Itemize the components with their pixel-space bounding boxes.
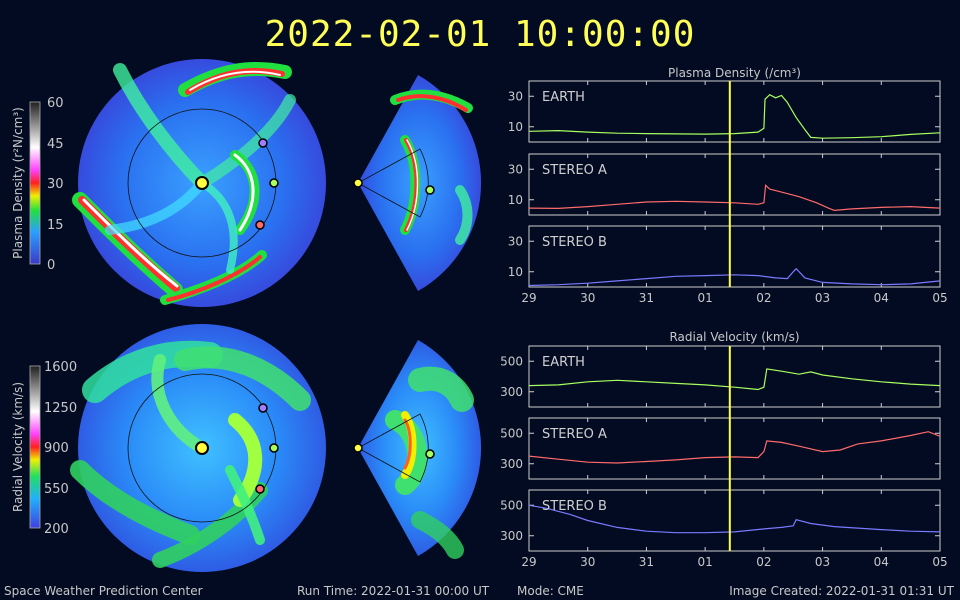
panel-frame xyxy=(528,417,941,480)
velocity-tick: 1600 xyxy=(44,360,77,375)
footer-mode: Mode: CME xyxy=(517,584,584,598)
x-tick-label: 04 xyxy=(874,291,889,305)
x-tick-label: 05 xyxy=(932,291,947,305)
y-tick-label: 10 xyxy=(508,265,523,279)
x-tick-label: 29 xyxy=(521,555,536,569)
y-tick-label: 500 xyxy=(500,354,523,368)
x-tick-label: 01 xyxy=(698,291,713,305)
chart-title: Radial Velocity (km/s) xyxy=(669,330,799,344)
velocity-meridional-view xyxy=(353,340,482,559)
earth-marker xyxy=(425,449,435,459)
series-name-label: EARTH xyxy=(542,90,585,105)
y-tick-label: 30 xyxy=(508,89,523,103)
velocity-tick: 900 xyxy=(44,441,69,456)
x-tick-label: 03 xyxy=(815,555,830,569)
x-tick-label: 03 xyxy=(815,291,830,305)
y-tick-label: 10 xyxy=(508,120,523,134)
velocity-colorbar: 1600 1250 900 550 200 Radial Velocity (k… xyxy=(11,360,77,537)
velocity-tick: 1250 xyxy=(44,401,77,416)
series-name-label: STEREO A xyxy=(542,163,607,178)
x-tick-label: 02 xyxy=(756,291,771,305)
x-tick-label: 31 xyxy=(639,555,654,569)
footer-run-time: Run Time: 2022-01-31 00:00 UT xyxy=(297,584,490,598)
series-name-label: STEREO B xyxy=(542,499,607,514)
series-name-label: STEREO A xyxy=(542,427,607,442)
series-name-label: EARTH xyxy=(542,355,585,370)
panel-frame xyxy=(528,225,941,288)
y-tick-label: 300 xyxy=(500,529,523,543)
chart-title: Plasma Density (/cm³) xyxy=(668,66,801,80)
panel-frame xyxy=(528,80,941,143)
sun-marker xyxy=(353,178,363,188)
y-tick-label: 30 xyxy=(508,234,523,248)
y-tick-label: 500 xyxy=(500,426,523,440)
y-tick-label: 500 xyxy=(500,498,523,512)
time-series-charts: Plasma Density (/cm³) 10 30 EARTH 10 30 STEREO… xyxy=(500,66,948,569)
series-line-earth xyxy=(528,368,941,391)
page-title: 2022-02-01 10:00:00 xyxy=(264,14,696,55)
density-tick: 60 xyxy=(47,96,64,111)
earth-marker xyxy=(269,443,279,453)
panel-frame xyxy=(528,489,941,552)
y-tick-label: 300 xyxy=(500,457,523,471)
footer-org: Space Weather Prediction Center xyxy=(4,584,203,598)
x-tick-label: 30 xyxy=(580,555,595,569)
density-tick: 45 xyxy=(47,137,64,152)
velocity-tick: 550 xyxy=(44,482,69,497)
x-tick-label: 05 xyxy=(932,555,947,569)
panel-frame xyxy=(528,345,941,408)
series-name-label: STEREO B xyxy=(542,235,607,250)
series-line-stereo-b xyxy=(528,504,941,534)
y-tick-label: 10 xyxy=(508,193,523,207)
stereo-a-marker xyxy=(258,403,268,413)
velocity-ecliptic-view xyxy=(70,324,326,572)
density-tick: 15 xyxy=(47,218,64,233)
series-line-stereo-b xyxy=(528,267,941,287)
velocity-tick: 200 xyxy=(44,522,69,537)
density-meridional-view xyxy=(353,75,482,291)
earth-marker xyxy=(269,178,279,188)
y-tick-label: 30 xyxy=(508,162,523,176)
density-tick: 30 xyxy=(47,177,64,192)
series-line-stereo-a xyxy=(528,184,941,212)
x-tick-label: 04 xyxy=(874,555,889,569)
x-tick-label: 29 xyxy=(521,291,536,305)
footer-image-created: Image Created: 2022-01-31 01:31 UT xyxy=(729,584,954,598)
density-colorbar: 60 45 30 15 0 Plasma Density (r²N/cm³) xyxy=(11,96,64,273)
stereo-b-marker xyxy=(255,220,265,230)
stereo-a-marker xyxy=(258,138,268,148)
x-tick-label: 31 xyxy=(639,291,654,305)
panel-frame xyxy=(528,153,941,216)
density-ecliptic-view xyxy=(72,59,326,307)
sun-marker xyxy=(195,176,209,190)
x-tick-label: 01 xyxy=(698,555,713,569)
x-tick-label: 30 xyxy=(580,291,595,305)
velocity-colorbar-label: Radial Velocity (km/s) xyxy=(11,382,25,512)
density-tick: 0 xyxy=(47,258,55,273)
x-tick-label: 02 xyxy=(756,555,771,569)
y-tick-label: 300 xyxy=(500,385,523,399)
earth-marker xyxy=(425,185,435,195)
series-line-earth xyxy=(528,93,941,139)
sun-marker xyxy=(353,443,363,453)
series-line-stereo-a xyxy=(528,431,941,464)
sun-marker xyxy=(195,441,209,455)
density-colorbar-label: Plasma Density (r²N/cm³) xyxy=(11,107,25,259)
stereo-b-marker xyxy=(255,484,265,494)
